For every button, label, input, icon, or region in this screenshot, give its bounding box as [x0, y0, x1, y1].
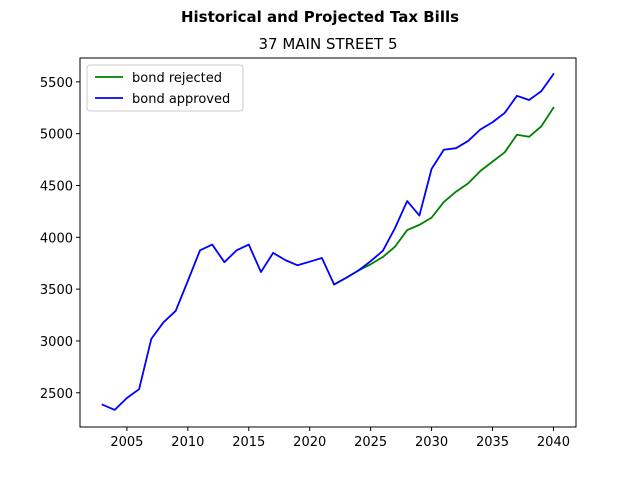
x-tick-label: 2015: [232, 435, 265, 450]
chart-title: 37 MAIN STREET 5: [258, 35, 397, 53]
axes-frame: [79, 57, 577, 428]
legend-label-bond-approved: bond approved: [132, 92, 230, 107]
x-tick-label: 2025: [354, 435, 387, 450]
y-tick-label: 4500: [40, 179, 73, 194]
series-line-bond-rejected: [332, 106, 555, 286]
x-tick-label: 2035: [476, 435, 509, 450]
x-tick-label: 2010: [171, 435, 204, 450]
plot-area: 2005 2010 2015 2020 2025 2030 2035 2040 2500 3000…: [40, 76, 570, 450]
y-tick-label: 2500: [40, 387, 73, 402]
series-line-bond-approved: [101, 72, 555, 411]
y-tick-label: 5500: [40, 76, 73, 91]
legend: bond rejected bond approved: [86, 64, 244, 112]
y-tick-label: 5000: [40, 128, 73, 143]
series-group: [101, 72, 555, 411]
chart-suptitle: Historical and Projected Tax Bills: [181, 8, 459, 26]
y-tick-label: 3000: [40, 335, 73, 350]
x-tick-label: 2020: [293, 435, 326, 450]
legend-label-bond-rejected: bond rejected: [132, 71, 222, 86]
x-tick-label: 2030: [415, 435, 448, 450]
y-tick-label: 3500: [40, 283, 73, 298]
x-tick-label: 2040: [537, 435, 570, 450]
x-tick-label: 2005: [110, 435, 143, 450]
y-tick-label: 4000: [40, 231, 73, 246]
legend-box: [86, 64, 244, 112]
